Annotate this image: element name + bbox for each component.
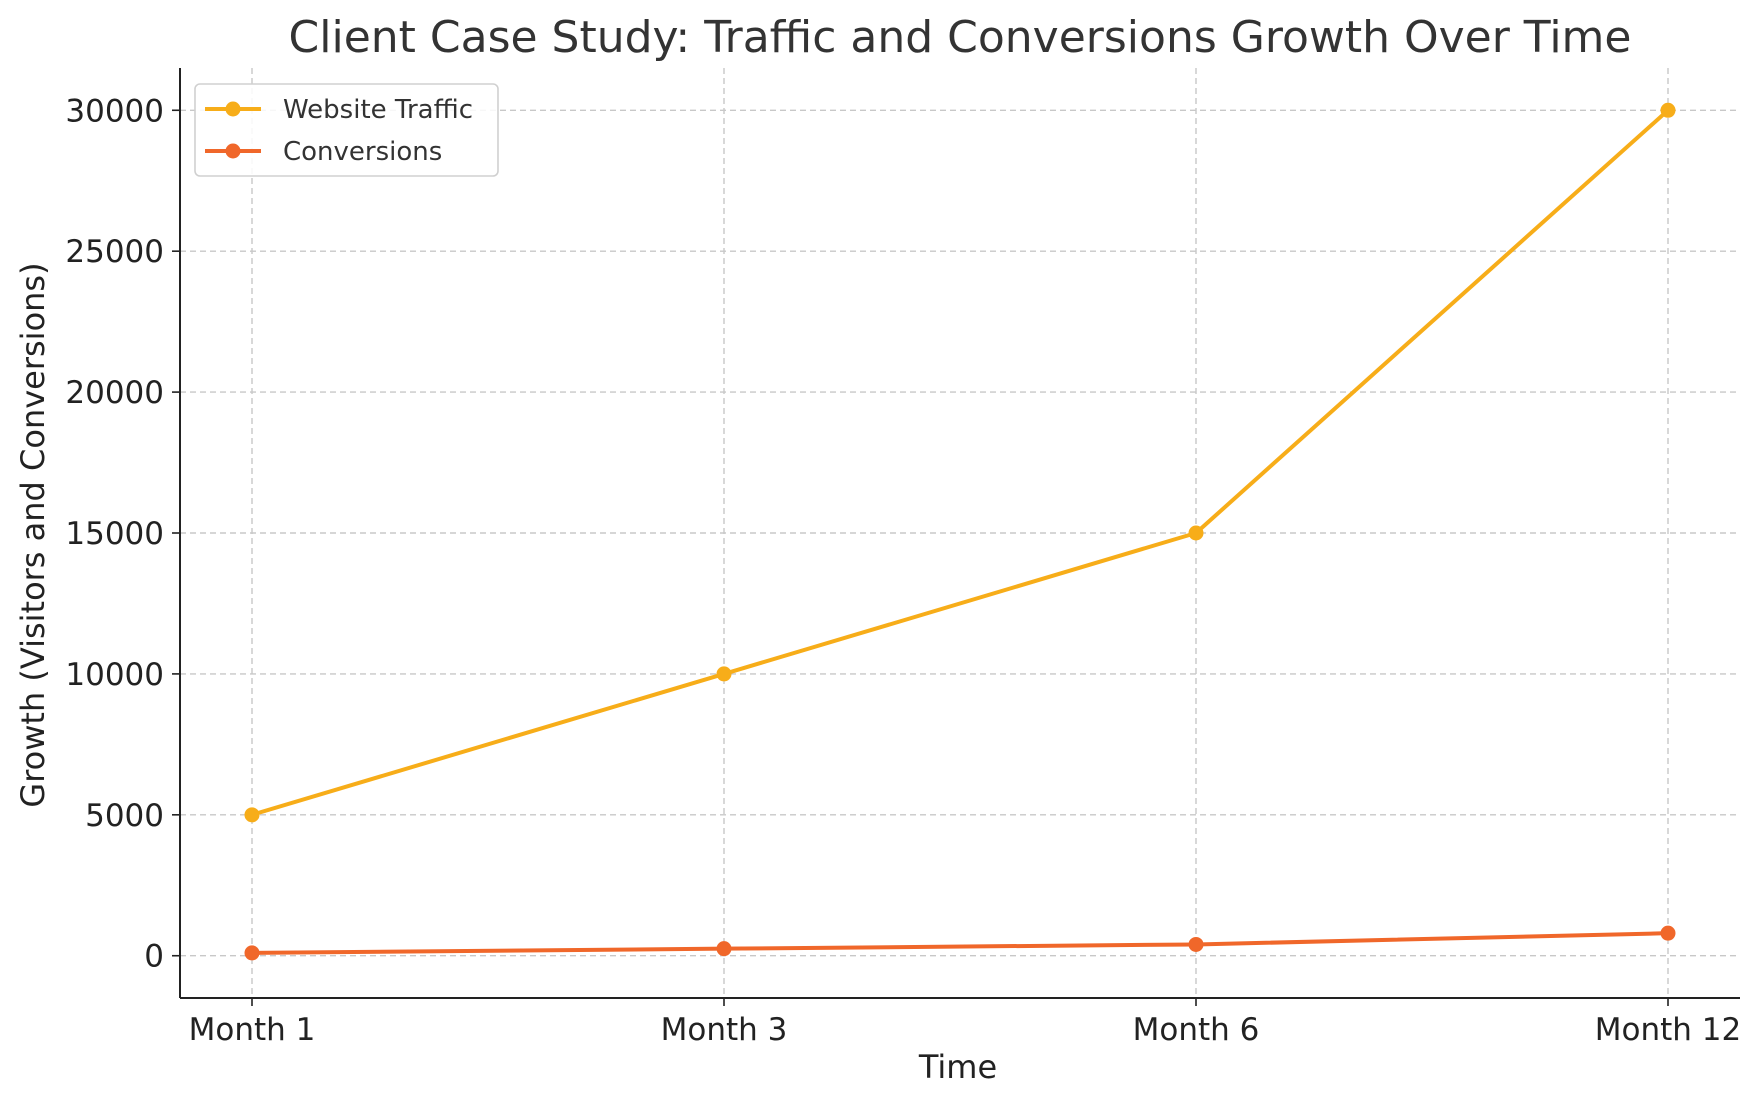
legend-label: Conversions: [283, 137, 442, 167]
data-point-website-traffic: [1188, 525, 1204, 541]
legend-swatch-marker: [225, 143, 241, 159]
series: [244, 102, 1676, 961]
x-tick-label: Month 6: [1133, 1012, 1260, 1048]
y-tick-label: 5000: [85, 798, 164, 834]
series-line-website-traffic: [250, 108, 1670, 817]
grid: [180, 68, 1740, 998]
y-tick-label: 0: [144, 939, 164, 975]
y-tick-label: 15000: [65, 516, 164, 552]
chart-title: Client Case Study: Traffic and Conversio…: [289, 12, 1632, 63]
x-tick-label: Month 3: [661, 1012, 788, 1048]
legend: Website Traffic Conversions: [194, 83, 499, 177]
series-line-conversions: [250, 931, 1670, 955]
ticks: 0 5000 10000 15000 20000 25000 30000 Month 1 Mon…: [65, 93, 1741, 1048]
data-point-website-traffic: [1660, 102, 1676, 118]
legend-swatch-marker: [225, 101, 241, 117]
y-tick-label: 20000: [65, 375, 164, 411]
data-point-conversions: [1188, 936, 1204, 952]
data-point-conversions: [1660, 925, 1676, 941]
data-point-website-traffic: [716, 666, 732, 682]
y-tick-label: 10000: [65, 657, 164, 693]
x-tick-label: Month 12: [1595, 1012, 1741, 1048]
y-axis-label: Growth (Visitors and Conversions): [14, 262, 52, 807]
data-point-website-traffic: [244, 807, 260, 823]
data-point-conversions: [716, 941, 732, 957]
legend-box: [194, 83, 499, 177]
x-tick-label: Month 1: [189, 1012, 316, 1048]
x-axis-label: Time: [918, 1048, 997, 1086]
y-tick-label: 25000: [65, 234, 164, 270]
legend-label: Website Traffic: [283, 95, 473, 125]
data-point-conversions: [244, 945, 260, 961]
y-tick-label: 30000: [65, 93, 164, 129]
